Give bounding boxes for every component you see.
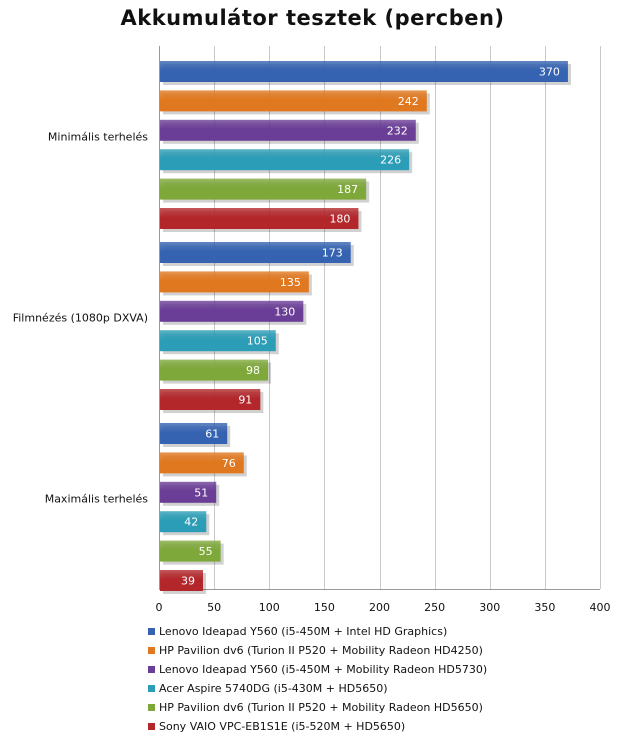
data-label: 226 xyxy=(380,154,401,167)
legend-swatch xyxy=(148,628,155,635)
data-label: 105 xyxy=(247,335,268,348)
bar xyxy=(160,90,427,112)
bar xyxy=(160,149,410,171)
data-label: 61 xyxy=(205,428,219,441)
x-tick-label: 300 xyxy=(479,601,500,614)
legend-swatch xyxy=(148,685,155,692)
bar xyxy=(160,389,261,410)
bar xyxy=(160,452,244,474)
legend-item: Lenovo Ideapad Y560 (i5-450M + Mobility … xyxy=(148,660,487,679)
bar xyxy=(160,540,221,562)
legend-item: HP Pavilion dv6 (Turion II P520 + Mobili… xyxy=(148,698,487,717)
data-label: 76 xyxy=(222,457,236,470)
bar xyxy=(160,359,269,381)
legend-item: Acer Aspire 5740DG (i5-430M + HD5650) xyxy=(148,679,487,698)
bar xyxy=(160,271,309,293)
data-label: 232 xyxy=(387,124,408,137)
category-label: Filmnézés (1080p DXVA) xyxy=(13,312,148,325)
bar xyxy=(160,300,304,322)
bar xyxy=(160,511,207,533)
data-label: 180 xyxy=(329,213,350,226)
data-label: 55 xyxy=(199,545,213,558)
x-tick-label: 250 xyxy=(424,601,445,614)
data-label: 91 xyxy=(238,394,252,407)
x-tick-label: 400 xyxy=(590,601,611,614)
bar xyxy=(160,570,203,591)
legend-item: Lenovo Ideapad Y560 (i5-450M + Intel HD … xyxy=(148,622,487,641)
data-label: 51 xyxy=(194,486,208,499)
x-tick-label: 200 xyxy=(369,601,390,614)
bar xyxy=(160,208,359,229)
bar xyxy=(160,423,228,444)
legend-label: HP Pavilion dv6 (Turion II P520 + Mobili… xyxy=(159,644,483,657)
legend-label: Sony VAIO VPC-EB1S1E (i5-520M + HD5650) xyxy=(159,720,406,733)
category-label: Maximális terhelés xyxy=(45,493,149,506)
data-label: 98 xyxy=(246,364,260,377)
x-tick-label: 50 xyxy=(207,601,221,614)
legend-label: HP Pavilion dv6 (Turion II P520 + Mobili… xyxy=(159,701,483,714)
bar xyxy=(160,330,276,352)
legend-label: Lenovo Ideapad Y560 (i5-450M + Mobility … xyxy=(159,663,488,676)
data-label: 42 xyxy=(184,516,198,529)
bar xyxy=(160,242,351,263)
legend-item: Sony VAIO VPC-EB1S1E (i5-520M + HD5650) xyxy=(148,717,487,736)
legend-item: HP Pavilion dv6 (Turion II P520 + Mobili… xyxy=(148,641,487,660)
data-label: 370 xyxy=(539,66,560,79)
bar xyxy=(160,178,367,200)
data-label: 135 xyxy=(280,276,301,289)
data-label: 130 xyxy=(274,305,295,318)
data-label: 39 xyxy=(181,575,195,588)
legend-label: Lenovo Ideapad Y560 (i5-450M + Intel HD … xyxy=(159,625,448,638)
legend-swatch xyxy=(148,704,155,711)
data-label: 187 xyxy=(337,183,358,196)
data-label: 173 xyxy=(322,247,343,260)
legend-swatch xyxy=(148,723,155,730)
legend-swatch xyxy=(148,666,155,673)
legend-swatch xyxy=(148,647,155,654)
bar xyxy=(160,119,416,141)
data-label: 242 xyxy=(398,95,419,108)
bar xyxy=(160,481,217,503)
x-tick-label: 0 xyxy=(156,601,163,614)
category-label: Minimális terhelés xyxy=(48,131,148,144)
chart-title: Akkumulátor tesztek (percben) xyxy=(120,6,505,30)
x-tick-label: 150 xyxy=(314,601,335,614)
x-tick-label: 350 xyxy=(534,601,555,614)
legend-label: Acer Aspire 5740DG (i5-430M + HD5650) xyxy=(159,682,388,695)
bar xyxy=(160,61,568,82)
legend: Lenovo Ideapad Y560 (i5-450M + Intel HD … xyxy=(148,622,487,736)
x-tick-label: 100 xyxy=(259,601,280,614)
